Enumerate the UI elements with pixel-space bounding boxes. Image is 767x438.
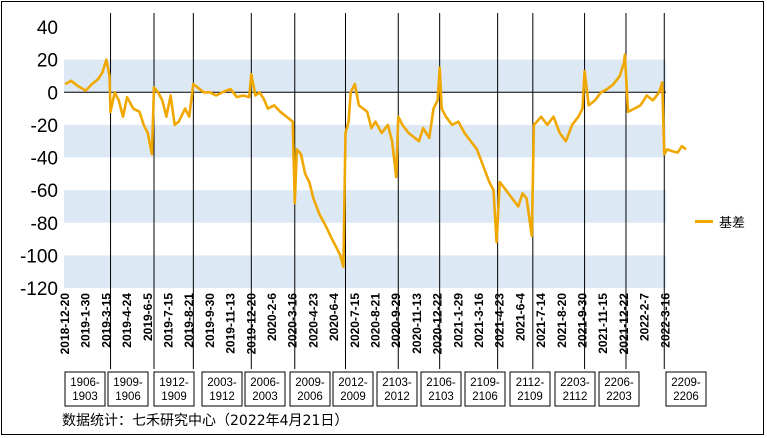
contract-box: [420, 371, 462, 407]
contract-box: [289, 371, 331, 407]
contract-box: [107, 371, 149, 407]
contract-box-label: 1906: [115, 391, 141, 403]
x-tick-label: 2018-12-20: [58, 293, 72, 355]
x-tick-label: 2019-9-30: [203, 293, 217, 348]
grid-band: [64, 59, 666, 93]
contract-box: [153, 371, 195, 407]
x-tick-label: 2019-12-20: [244, 293, 258, 355]
contract-box-label: 2112: [563, 391, 588, 403]
contract-box-label: 2003: [252, 391, 278, 403]
contract-box-label: 2112-: [516, 377, 545, 389]
y-tick-label: 40: [37, 18, 58, 39]
contract-box-label: 2009-: [295, 377, 325, 389]
x-tick-label: 2020-9-29: [389, 293, 403, 348]
y-tick-label: -40: [31, 149, 58, 170]
x-tick-label: 2021-9-30: [576, 293, 590, 348]
contract-box-label: 2103: [428, 391, 454, 403]
contract-box-label: 2106: [472, 391, 498, 403]
legend-label: 基差: [719, 216, 746, 231]
contract-boxes: 1906- 1903 1909- 1906 1912- 1909 2003- 1912 2006…: [64, 371, 707, 407]
x-tick-label: 2019-6-5: [141, 293, 155, 341]
contract-box: [464, 371, 506, 407]
x-tick-label: 2021-4-23: [493, 293, 507, 348]
contract-box-label: 1906-: [70, 377, 100, 389]
x-tick-label: 2021-8-20: [555, 293, 569, 348]
contract-box-label: 2103-: [382, 377, 412, 389]
grid-band: [64, 255, 666, 288]
x-tick-label: 2020-4-23: [306, 293, 320, 348]
x-tick-label: 2022-2-7: [638, 293, 652, 341]
x-axis: 2018-12-20 2019-1-30 2019-3-15 2019-4-24 201…: [58, 293, 672, 355]
y-tick-label: -20: [31, 116, 58, 137]
x-tick-label: 2019-4-24: [120, 293, 134, 348]
contract-box-label: 2012: [384, 391, 410, 403]
contract-box: [332, 371, 374, 407]
y-tick-label: 0: [47, 83, 58, 104]
contract-box: [64, 371, 106, 407]
x-tick-label: 2019-3-15: [99, 293, 113, 348]
contract-box-label: 2109: [517, 391, 543, 403]
legend: 基差: [695, 212, 745, 231]
contract-box: [201, 371, 243, 407]
contract-box-label: 2203: [606, 391, 632, 403]
contract-box-label: 2003-: [207, 377, 237, 389]
contract-box-label: 2006: [297, 391, 323, 403]
contract-box-label: 2106-: [426, 377, 456, 389]
x-tick-label: 2022-3-16: [658, 293, 672, 348]
y-tick-label: -100: [20, 246, 58, 267]
y-tick-label: -120: [20, 279, 58, 300]
x-tick-label: 2019-7-15: [162, 293, 176, 348]
contract-box-label: 1903: [72, 391, 98, 403]
grid-bands: [64, 59, 666, 288]
x-tick-label: 2021-12-22: [617, 293, 631, 355]
x-tick-label: 2021-1-29: [451, 293, 465, 348]
contract-box: [509, 371, 551, 407]
contract-box-label: 2109-: [470, 377, 500, 389]
contract-box-label: 1912-: [159, 377, 189, 389]
contract-box-label: 1912: [209, 391, 235, 403]
contract-box-label: 1909-: [113, 377, 143, 389]
series-line-jicha: [64, 53, 687, 269]
contract-box-label: 2006-: [250, 377, 280, 389]
contract-box-label: 2203-: [560, 377, 590, 389]
contract-box: [665, 371, 707, 407]
contract-box: [598, 371, 640, 407]
x-tick-label: 2021-11-15: [596, 293, 610, 354]
contract-box-label: 2206: [673, 391, 699, 403]
contract-box-label: 2009: [340, 391, 366, 403]
x-tick-label: 2020-11-13: [410, 293, 424, 354]
x-tick-label: 2021-3-16: [472, 293, 486, 348]
series-group: [64, 53, 687, 269]
contract-box: [376, 371, 418, 407]
y-tick-label: -60: [31, 181, 58, 202]
x-tick-label: 2020-2-6: [265, 293, 279, 341]
legend-swatch: [695, 220, 713, 223]
x-tick-label: 2021-7-14: [534, 293, 548, 348]
x-tick-label: 2020-6-4: [327, 293, 341, 341]
contract-box-label: 2012-: [338, 377, 368, 389]
contract-box: [244, 371, 286, 407]
data-source-note: 数据统计：七禾研究中心（2022年4月21日）: [62, 413, 349, 429]
contract-box-label: 2206-: [604, 377, 634, 389]
x-tick-label: 2019-11-13: [224, 293, 238, 354]
y-tick-label: -80: [31, 214, 58, 235]
x-tick-label: 2020-7-15: [348, 293, 362, 348]
y-axis: 40 20 0 -20 -40 -60 -80 -100 -120: [20, 18, 58, 300]
x-tick-label: 2020-3-16: [286, 293, 300, 348]
x-tick-label: 2020-8-21: [369, 293, 383, 348]
contract-box-label: 2209-: [671, 377, 701, 389]
x-tick-label: 2021-6-4: [513, 293, 527, 341]
x-tick-label: 2019-1-30: [79, 293, 93, 348]
grid-band: [64, 190, 666, 223]
contract-box-label: 1909: [161, 391, 187, 403]
x-tick-label: 2019-8-21: [182, 293, 196, 348]
contract-box: [554, 371, 596, 407]
y-tick-label: 20: [37, 51, 58, 72]
x-tick-label: 2020-12-22: [431, 293, 445, 355]
